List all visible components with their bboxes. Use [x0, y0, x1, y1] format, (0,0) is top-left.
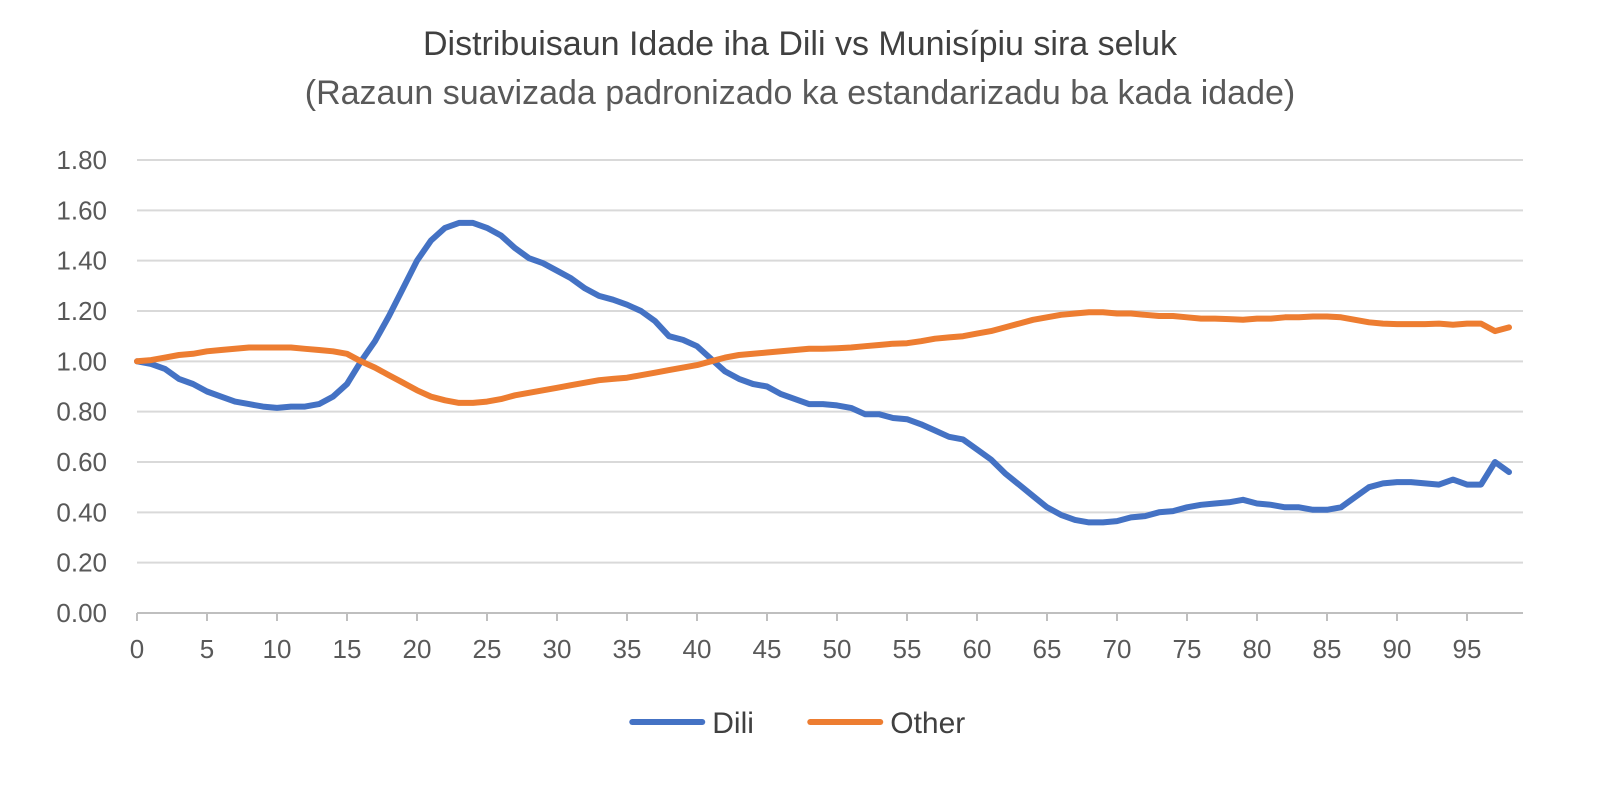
- x-tick-label: 5: [200, 634, 214, 664]
- y-tick-label: 1.80: [56, 145, 107, 175]
- x-tick-label: 20: [403, 634, 432, 664]
- x-tick-label: 35: [613, 634, 642, 664]
- x-tick-label: 80: [1243, 634, 1272, 664]
- x-tick-label: 75: [1173, 634, 1202, 664]
- y-tick-label: 1.60: [56, 195, 107, 225]
- chart-subtitle: (Razaun suavizada padronizado ka estanda…: [305, 74, 1295, 112]
- x-tick-label: 90: [1383, 634, 1412, 664]
- x-tick-label: 40: [683, 634, 712, 664]
- x-tick-label: 0: [130, 634, 144, 664]
- x-tick-label: 30: [543, 634, 572, 664]
- x-axis: [136, 612, 1523, 621]
- y-tick-label: 0.40: [56, 497, 107, 527]
- x-tick-label: 65: [1033, 634, 1062, 664]
- legend-label-dili: Dili: [712, 707, 754, 740]
- y-tick-label: 1.20: [56, 296, 107, 326]
- chart-title: Distribuisaun Idade iha Dili vs Munisípi…: [423, 25, 1178, 63]
- x-tick-label: 25: [473, 634, 502, 664]
- y-tick-label: 0.60: [56, 447, 107, 477]
- legend-label-other: Other: [890, 707, 965, 740]
- x-axis-tick-labels: 0 5 10 15 20 25 30 35 40 45 50 55 60 65 70 75 80 85 90 95: [130, 634, 1482, 664]
- y-tick-label: 1.40: [56, 246, 107, 276]
- x-tick-label: 85: [1313, 634, 1342, 664]
- y-tick-label: 0.80: [56, 397, 107, 427]
- series-lines: [134, 219, 1512, 526]
- y-axis-tick-labels: 0.00 0.20 0.40 0.60 0.80 1.00 1.20 1.40 1.60 1.80: [56, 145, 107, 628]
- series-line-other: [134, 309, 1512, 406]
- x-tick-label: 70: [1103, 634, 1132, 664]
- x-tick-label: 55: [893, 634, 922, 664]
- x-tick-label: 95: [1453, 634, 1482, 664]
- x-tick-label: 50: [823, 634, 852, 664]
- gridlines: [137, 159, 1523, 564]
- y-tick-label: 1.00: [56, 346, 107, 376]
- x-tick-label: 10: [263, 634, 292, 664]
- series-line-dili: [134, 219, 1512, 526]
- y-tick-label: 0.20: [56, 548, 107, 578]
- x-tick-label: 15: [333, 634, 362, 664]
- y-tick-label: 0.00: [56, 598, 107, 628]
- x-tick-label: 45: [753, 634, 782, 664]
- legend: Dili Other: [629, 707, 965, 740]
- x-tick-label: 60: [963, 634, 992, 664]
